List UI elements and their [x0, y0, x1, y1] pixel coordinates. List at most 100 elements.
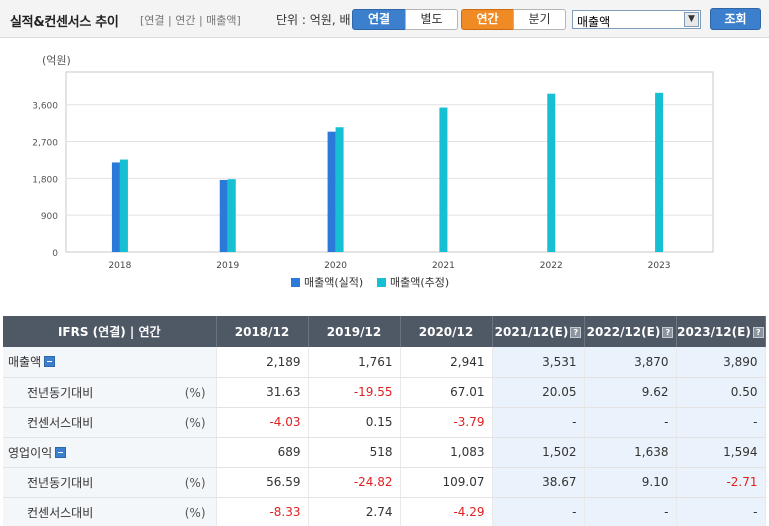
- x-tick-label: 2023: [648, 261, 671, 271]
- table-row: 영업이익 689 518 1,083 1,502 1,638 1,594: [3, 437, 766, 468]
- bar-estimate: [655, 92, 664, 252]
- y-unit-label: (억원): [42, 54, 71, 67]
- bar-actual: [327, 131, 336, 252]
- plot-area: [65, 71, 714, 253]
- table-row: 컨센서스대비 (%) -4.03 0.15 -3.79- - -: [3, 407, 766, 438]
- legend-label-estimate: 매출액(추정): [390, 276, 449, 289]
- x-tick-label: 2019: [216, 261, 239, 271]
- row-unit: (%): [184, 505, 206, 520]
- collapse-icon[interactable]: [44, 356, 56, 368]
- row-label: 전년동기대비 (%): [3, 467, 217, 498]
- table-cell: 1,761: [308, 347, 401, 378]
- header-text: 2022/12(E): [586, 324, 661, 339]
- table-cell: 2,941: [400, 347, 493, 378]
- table-cell: 31.63: [216, 377, 309, 408]
- annual-button[interactable]: 연간: [461, 9, 514, 30]
- separate-button[interactable]: 별도: [405, 9, 458, 30]
- header-text: 2018/12: [234, 324, 290, 339]
- table-cell: 38.67: [492, 467, 585, 498]
- row-label: 컨센서스대비 (%): [3, 497, 217, 526]
- row-label-text: 컨센서스대비: [27, 505, 94, 520]
- table-cell: 0.15: [308, 407, 401, 438]
- row-label-text: 전년동기대비: [27, 385, 94, 400]
- table-cell: 3,531: [492, 347, 585, 378]
- table-header-period: 2018/12: [216, 316, 309, 347]
- bar-estimate: [227, 179, 236, 252]
- header-text: IFRS (연결) | 연간: [57, 325, 161, 339]
- bar-estimate: [119, 159, 128, 252]
- row-label: 컨센서스대비 (%): [3, 407, 217, 438]
- metric-select-value: 매출액: [577, 15, 611, 29]
- table-cell: -: [492, 407, 585, 438]
- table-header-row: IFRS (연결) | 연간 2018/12 2019/12 2020/12 2021/…: [3, 316, 766, 347]
- row-unit: (%): [184, 415, 206, 430]
- bar-estimate: [335, 127, 344, 252]
- row-label-text: 매출액: [8, 355, 42, 370]
- y-tick-label: 1,800: [32, 175, 58, 185]
- table-cell: 1,502: [492, 437, 585, 468]
- section-subtitle: [연결 | 연간 | 매출액]: [140, 14, 241, 27]
- bar-estimate: [439, 107, 448, 252]
- table-header-period: 2020/12: [400, 316, 493, 347]
- table-cell: 9.62: [584, 377, 677, 408]
- section-header: 실적&컨센서스 추이 [연결 | 연간 | 매출액] 단위 : 억원, 배 연결…: [0, 0, 769, 38]
- table-cell: 518: [308, 437, 401, 468]
- table-cell: 9.10: [584, 467, 677, 498]
- bar-actual: [219, 179, 228, 252]
- table-cell: 689: [216, 437, 309, 468]
- revenue-chart: 0 900 1,800 2,700 3,600 (억원) 2018 2019 2020 2021 2…: [0, 40, 769, 304]
- table-header-period: 2022/12(E)?: [584, 316, 677, 347]
- table-cell: 109.07: [400, 467, 493, 498]
- table-cell: 1,083: [400, 437, 493, 468]
- consolidated-button[interactable]: 연결: [352, 9, 406, 30]
- table-cell: -: [584, 497, 677, 526]
- table-cell: -4.29: [400, 497, 493, 526]
- unit-label: 단위 : 억원, 배: [276, 13, 351, 27]
- table-cell: -: [676, 407, 766, 438]
- table-cell: 0.50: [676, 377, 766, 408]
- table-cell: 2.74: [308, 497, 401, 526]
- table-cell: -4.03: [216, 407, 309, 438]
- table-header-label: IFRS (연결) | 연간: [3, 316, 217, 347]
- y-tick-label: 900: [41, 212, 58, 222]
- help-icon[interactable]: ?: [752, 326, 764, 338]
- help-icon[interactable]: ?: [662, 326, 674, 338]
- table-cell: -: [584, 407, 677, 438]
- header-text: 2021/12(E): [494, 324, 569, 339]
- table-cell: -2.71: [676, 467, 766, 498]
- table-cell: 56.59: [216, 467, 309, 498]
- table-cell: -19.55: [308, 377, 401, 408]
- row-unit: (%): [184, 385, 206, 400]
- legend-swatch-estimate: [377, 278, 386, 287]
- metric-select[interactable]: 매출액 ▼: [572, 10, 701, 29]
- legend-swatch-actual: [291, 278, 300, 287]
- x-tick-label: 2020: [324, 261, 347, 271]
- section-title: 실적&컨센서스 추이: [10, 15, 119, 30]
- table-cell: -8.33: [216, 497, 309, 526]
- table-cell: 3,870: [584, 347, 677, 378]
- collapse-icon[interactable]: [55, 446, 67, 458]
- table-row: 컨센서스대비 (%) -8.33 2.74 -4.29- - -: [3, 497, 766, 526]
- bar-actual: [111, 162, 120, 252]
- legend-label-actual: 매출액(실적): [304, 276, 363, 289]
- row-label: 매출액: [3, 347, 217, 378]
- row-label-text: 영업이익: [8, 445, 53, 460]
- table-cell: -24.82: [308, 467, 401, 498]
- financial-table: IFRS (연결) | 연간 2018/12 2019/12 2020/12 2021/…: [3, 316, 766, 526]
- row-label-text: 컨센서스대비: [27, 415, 94, 430]
- y-tick-label: 3,600: [32, 102, 58, 112]
- help-icon[interactable]: ?: [570, 326, 582, 338]
- search-button[interactable]: 조회: [710, 8, 761, 30]
- table-header-period: 2019/12: [308, 316, 401, 347]
- x-tick-label: 2022: [540, 261, 563, 271]
- row-label: 영업이익: [3, 437, 217, 468]
- chevron-down-icon[interactable]: ▼: [684, 12, 699, 27]
- table-row: 매출액 2,189 1,761 2,941 3,531 3,870 3,890: [3, 347, 766, 378]
- quarterly-button[interactable]: 분기: [513, 9, 566, 30]
- x-tick-label: 2018: [108, 261, 131, 271]
- table-cell: 2,189: [216, 347, 309, 378]
- y-tick-label: 2,700: [32, 139, 58, 149]
- table-row: 전년동기대비 (%) 31.63 -19.55 67.01 20.05 9.62 0.50: [3, 377, 766, 408]
- table-cell: 3,890: [676, 347, 766, 378]
- table-header-period: 2023/12(E)?: [676, 316, 766, 347]
